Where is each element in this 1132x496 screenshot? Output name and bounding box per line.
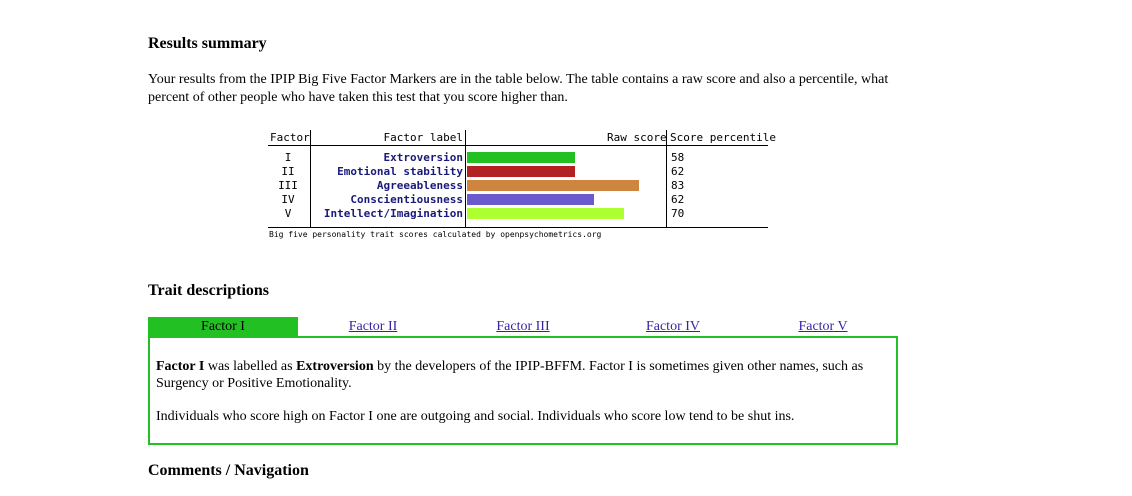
factor-label: Emotional stability bbox=[337, 165, 463, 178]
percentile-value: 70 bbox=[671, 207, 685, 220]
score-bar bbox=[467, 194, 594, 205]
results-intro-text: Your results from the IPIP Big Five Fact… bbox=[148, 72, 889, 105]
tab-label[interactable]: Factor V bbox=[798, 319, 848, 334]
factor-number: IV bbox=[281, 193, 295, 206]
percentile-value: 62 bbox=[671, 193, 685, 206]
tab-label[interactable]: Factor IV bbox=[645, 319, 701, 334]
score-bar bbox=[467, 180, 639, 191]
chart-footnote: Big five personality trait scores calcul… bbox=[269, 230, 602, 239]
trait-descriptions-heading: Trait descriptions bbox=[148, 282, 270, 299]
trait-row: III Agreeableness 83 bbox=[266, 179, 776, 193]
tab-label[interactable]: Factor II bbox=[348, 319, 398, 334]
description-text: was labelled as bbox=[204, 359, 297, 374]
chart-divider bbox=[310, 130, 311, 228]
description-text: by the developers of the IPIP-BFFM. Fact… bbox=[156, 359, 864, 391]
factor-label: Extroversion bbox=[383, 151, 463, 164]
chart-bottom-rule bbox=[268, 227, 768, 228]
score-bar bbox=[467, 208, 624, 219]
header-factor-label: Factor label bbox=[383, 131, 463, 144]
trait-name: Extroversion bbox=[296, 359, 374, 374]
factor-number: III bbox=[278, 179, 298, 192]
tab-label[interactable]: Factor III bbox=[496, 319, 550, 334]
factor-number: II bbox=[281, 165, 295, 178]
tab-factor-i[interactable]: Factor I bbox=[148, 317, 298, 337]
chart-divider bbox=[465, 130, 466, 228]
percentile-value: 58 bbox=[671, 151, 685, 164]
factor-name: Factor I bbox=[156, 359, 205, 374]
tab-factor-ii[interactable]: Factor II bbox=[298, 317, 448, 337]
factor-number: V bbox=[284, 207, 292, 220]
factor-label: Agreeableness bbox=[376, 179, 463, 192]
trait-row: II Emotional stability 62 bbox=[266, 165, 776, 179]
trait-description-paragraph: Factor I was labelled as Extroversion by… bbox=[156, 358, 886, 392]
header-factor: Factor bbox=[270, 131, 310, 144]
trait-description-panel: Factor I was labelled as Extroversion by… bbox=[148, 336, 898, 445]
trait-row: I Extroversion 58 bbox=[266, 151, 776, 165]
tab-factor-iv[interactable]: Factor IV bbox=[598, 317, 748, 337]
factor-label: Intellect/Imagination bbox=[323, 207, 463, 220]
score-bar bbox=[467, 166, 575, 177]
percentile-value: 83 bbox=[671, 179, 685, 192]
tab-factor-v[interactable]: Factor V bbox=[748, 317, 898, 337]
factor-tabs: Factor I Factor II Factor III Factor IV … bbox=[148, 317, 898, 337]
tab-label[interactable]: Factor I bbox=[201, 319, 245, 334]
trait-score-chart: Factor Factor label Raw score Score perc… bbox=[266, 128, 776, 244]
factor-label: Conscientiousness bbox=[350, 193, 463, 206]
trait-row: IV Conscientiousness 62 bbox=[266, 193, 776, 207]
trait-high-low-paragraph: Individuals who score high on Factor I o… bbox=[156, 409, 795, 424]
header-score-percentile: Score percentile bbox=[670, 131, 776, 144]
header-raw-score: Raw score bbox=[607, 131, 667, 144]
chart-header-rule bbox=[268, 145, 768, 146]
factor-number: I bbox=[284, 151, 292, 164]
score-bar bbox=[467, 152, 575, 163]
chart-divider bbox=[666, 130, 667, 228]
percentile-value: 62 bbox=[671, 165, 685, 178]
comments-navigation-heading: Comments / Navigation bbox=[148, 462, 309, 479]
tab-factor-iii[interactable]: Factor III bbox=[448, 317, 598, 337]
trait-row: V Intellect/Imagination 70 bbox=[266, 207, 776, 221]
results-summary-heading: Results summary bbox=[148, 35, 267, 52]
